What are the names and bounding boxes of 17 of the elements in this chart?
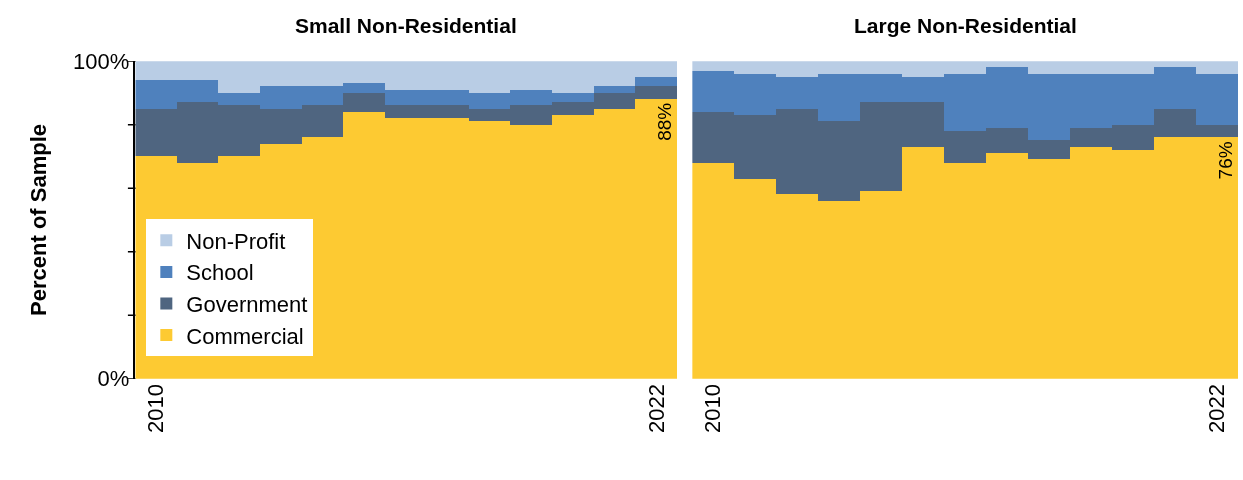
x-tick-label: 2010	[143, 384, 169, 434]
legend-label: School	[186, 260, 254, 286]
legend-label: Non-Profit	[186, 228, 286, 254]
x-tick-label: 2022	[643, 384, 669, 434]
chart-title: Large Non-Residential	[854, 14, 1077, 37]
y-tick-label: 100%	[73, 48, 130, 74]
annotation: 88%	[654, 102, 676, 141]
legend-label: Government	[186, 292, 308, 318]
y-axis-title: Percent of Sample	[26, 123, 52, 316]
y-tick-label: 0%	[97, 366, 130, 392]
x-tick-label: 2010	[700, 384, 726, 434]
bar	[635, 77, 678, 87]
bar	[594, 86, 636, 94]
chart-title: Small Non-Residential	[295, 14, 517, 37]
annotation: 76%	[1214, 141, 1236, 180]
x-tick-label: 2022	[1204, 384, 1230, 434]
legend-label: Commercial	[186, 323, 304, 349]
